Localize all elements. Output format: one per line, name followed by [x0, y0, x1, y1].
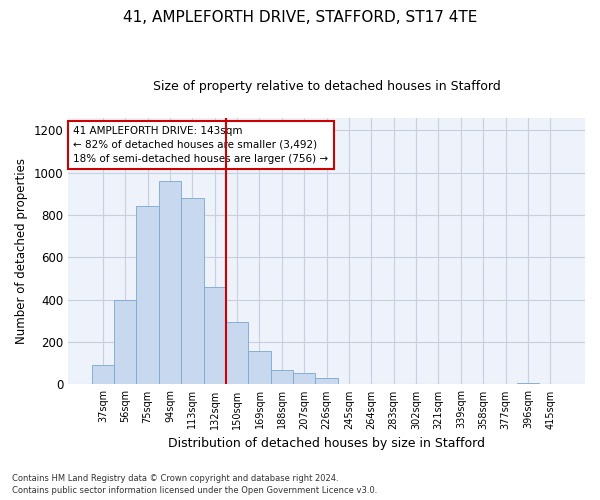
Title: Size of property relative to detached houses in Stafford: Size of property relative to detached ho… — [153, 80, 500, 93]
Bar — [159, 182, 181, 384]
Text: 41, AMPLEFORTH DRIVE, STAFFORD, ST17 4TE: 41, AMPLEFORTH DRIVE, STAFFORD, ST17 4TE — [123, 10, 477, 25]
Text: 41 AMPLEFORTH DRIVE: 143sqm
← 82% of detached houses are smaller (3,492)
18% of : 41 AMPLEFORTH DRIVE: 143sqm ← 82% of det… — [73, 126, 328, 164]
Bar — [248, 350, 271, 384]
Bar — [114, 300, 136, 384]
Bar — [92, 366, 114, 384]
Bar — [517, 382, 539, 384]
Text: Contains HM Land Registry data © Crown copyright and database right 2024.
Contai: Contains HM Land Registry data © Crown c… — [12, 474, 377, 495]
Bar — [226, 322, 248, 384]
Bar — [181, 198, 203, 384]
Bar — [271, 370, 293, 384]
Bar — [316, 378, 338, 384]
X-axis label: Distribution of detached houses by size in Stafford: Distribution of detached houses by size … — [168, 437, 485, 450]
Y-axis label: Number of detached properties: Number of detached properties — [15, 158, 28, 344]
Bar — [203, 287, 226, 384]
Bar — [293, 374, 316, 384]
Bar — [136, 206, 159, 384]
